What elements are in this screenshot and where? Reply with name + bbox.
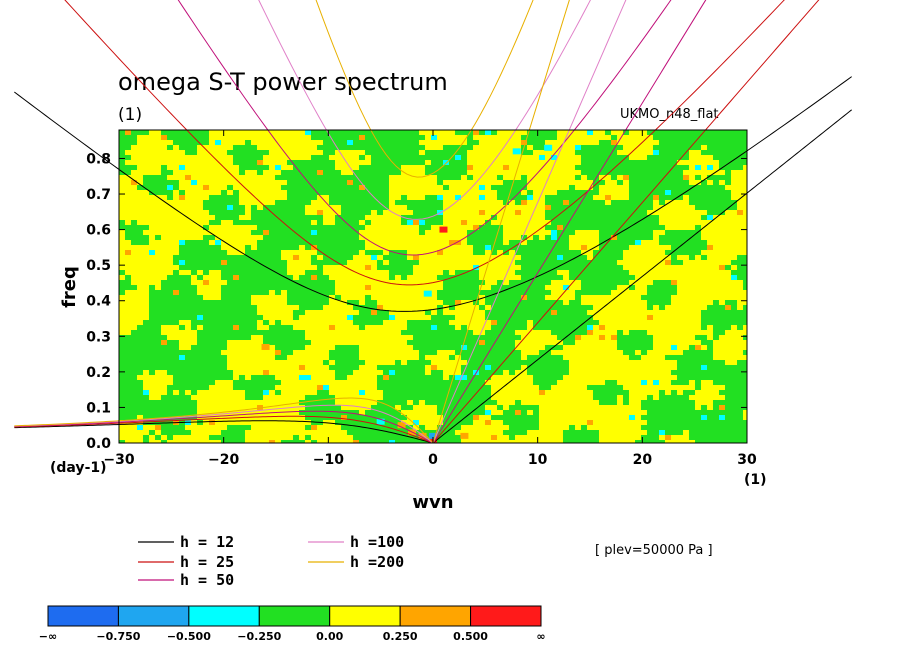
chart-title: omega S-T power spectrum (118, 68, 448, 96)
x-tick-label: −10 (313, 452, 344, 468)
legend-label: h = 12 (180, 533, 234, 551)
y-tick-label: 0.1 (86, 400, 111, 416)
x-tick-label: 0 (428, 452, 438, 468)
x-tick-label: 20 (633, 452, 653, 468)
kelvin-curve-5 (432, 0, 570, 443)
x-tick-label: 10 (528, 452, 548, 468)
legend-label: h =200 (350, 553, 404, 571)
legend-label: h =100 (350, 533, 404, 551)
x-unit-label: (1) (744, 472, 767, 488)
colorbar-swatch (47, 605, 119, 627)
colorbar-label: 0.250 (383, 630, 418, 643)
dataset-label: UKMO_n48_flat (620, 107, 719, 122)
y-tick-label: 0.6 (86, 223, 111, 239)
y-tick-label: 0.4 (86, 294, 111, 310)
rossby-curve-5 (14, 397, 434, 443)
chart-subtitle: (1) (118, 105, 142, 125)
colorbar-swatch (470, 605, 542, 627)
ig-curve-4 (258, 0, 591, 220)
x-tick-label: −30 (103, 452, 134, 468)
colorbar-swatch (399, 605, 472, 627)
ig-curve-2 (64, 0, 785, 286)
colorbar-swatch (117, 605, 190, 627)
colorbar-label: −0.750 (96, 630, 140, 643)
y-tick-label: 0.3 (86, 329, 111, 345)
ig-curve-5 (315, 0, 534, 178)
legend-label: h = 25 (180, 553, 234, 571)
level-info: [ plev=50000 Pa ] (595, 543, 713, 558)
y-tick-label: 0.7 (86, 187, 111, 203)
rossby-curve-1 (14, 420, 434, 443)
y-tick-label: 0.2 (86, 365, 111, 381)
kelvin-curve-1 (432, 109, 852, 443)
colorbar-swatch (188, 605, 260, 627)
colorbar-label: 0.500 (453, 630, 488, 643)
y-tick-label: 0.8 (86, 151, 111, 167)
y-tick-label: 0.5 (86, 258, 111, 274)
colorbar-label: 0.00 (316, 630, 343, 643)
kelvin-curve-2 (432, 0, 820, 443)
rossby-curve-2 (14, 415, 434, 443)
y-tick-label: 0.0 (86, 436, 111, 452)
x-axis-label: wvn (412, 492, 453, 513)
colorbar-label: −0.500 (167, 630, 211, 643)
y-unit-label: (day-1) (50, 460, 107, 476)
x-tick-label: −20 (208, 452, 239, 468)
rossby-curve-3 (14, 410, 434, 443)
colorbar-swatch (329, 605, 401, 627)
colorbar: −∞ −0.750 −0.500 −0.250 0.00 0.250 0.500 ∞ (39, 605, 546, 643)
colorbar-label: ∞ (536, 630, 545, 643)
ig-curve-3 (177, 0, 672, 256)
kelvin-curve-3 (432, 0, 707, 443)
dispersion-curves (14, 0, 852, 443)
kelvin-curve-4 (432, 0, 627, 443)
x-tick-label: 30 (737, 452, 757, 468)
axis-ticks: −30 −20 −10 0 10 20 30 0.0 0.1 0.2 0.3 0.4 0.5 0.6 0.7… (86, 130, 757, 468)
y-axis-label: freq (59, 266, 80, 308)
colorbar-label: −∞ (39, 630, 57, 643)
legend-label: h = 50 (180, 571, 234, 589)
colorbar-label: −0.250 (237, 630, 281, 643)
legend: h = 12 h = 25h = 50 h =100 h =200 (138, 533, 404, 589)
ig-curve-1 (14, 76, 852, 312)
heatmap-field (119, 130, 747, 443)
colorbar-swatch (258, 605, 331, 627)
